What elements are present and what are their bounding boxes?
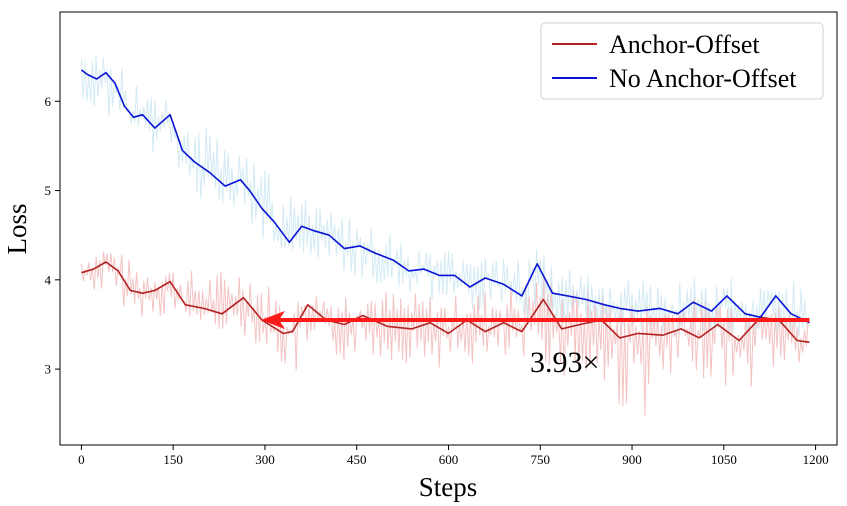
- legend: Anchor-Offset No Anchor-Offset: [540, 22, 824, 100]
- x-axis-label: Steps: [419, 472, 478, 502]
- series-line-anchor-offset: [81, 261, 810, 344]
- raw-line-anchor-offset: [80, 251, 809, 417]
- x-tick-label: 0: [78, 452, 85, 467]
- y-tick-label: 3: [45, 362, 52, 377]
- axis-ticks: 0 150 300 450 600 750 900 1050 1200 3 4 5 6: [45, 94, 829, 467]
- x-tick-label: 900: [622, 452, 642, 467]
- x-tick-label: 1200: [803, 452, 829, 467]
- y-tick-label: 4: [45, 272, 52, 287]
- x-tick-label: 300: [255, 452, 275, 467]
- legend-box: [540, 22, 824, 100]
- speedup-label: 3.93×: [530, 346, 599, 379]
- x-tick-label: 150: [163, 452, 183, 467]
- x-tick-label: 450: [347, 452, 367, 467]
- speedup-arrow-head: [260, 311, 285, 330]
- x-tick-label: 750: [531, 452, 551, 467]
- series-line-no-anchor-offset: [80, 69, 810, 324]
- y-tick-label: 6: [45, 94, 52, 109]
- x-tick-label: 600: [439, 452, 459, 467]
- legend-label-no-anchor-offset: No Anchor-Offset: [609, 64, 797, 93]
- y-tick-label: 5: [45, 183, 52, 198]
- raw-data-layer: [80, 54, 809, 417]
- y-axis-label: Loss: [2, 203, 32, 254]
- annotation-layer: 3.93×: [260, 311, 810, 379]
- smoothed-lines-layer: [80, 69, 810, 344]
- raw-line-no-anchor-offset: [80, 54, 809, 337]
- legend-label-anchor-offset: Anchor-Offset: [609, 30, 760, 59]
- x-tick-label: 1050: [711, 452, 737, 467]
